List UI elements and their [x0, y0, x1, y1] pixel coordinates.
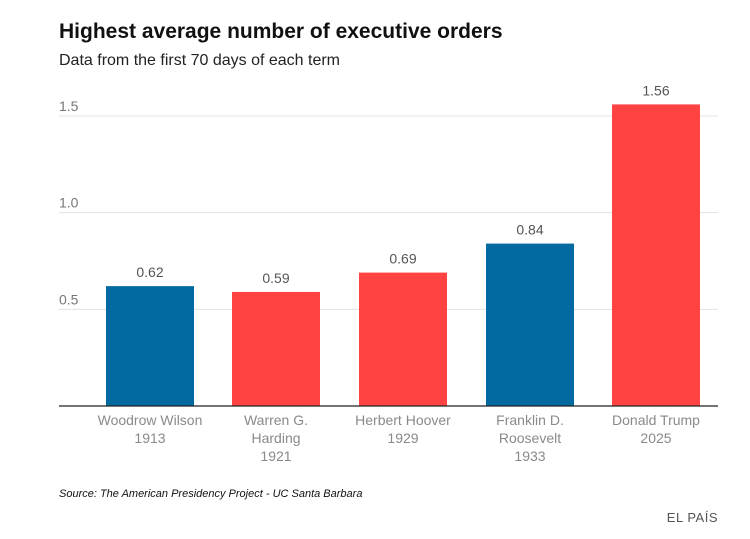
- x-tick-label-line: Donald Trump: [612, 412, 700, 428]
- data-label: 0.62: [136, 264, 163, 280]
- x-tick-label: Franklin D. Roosevelt 1933: [496, 412, 564, 464]
- x-tick-label-line: 1921: [260, 448, 291, 464]
- chart-title: Highest average number of executive orde…: [59, 20, 503, 43]
- x-tick-label-line: 1913: [134, 430, 165, 446]
- x-tick-label-line: 1929: [387, 430, 418, 446]
- source-note: Source: The American Presidency Project …: [59, 488, 363, 500]
- x-tick-label-line: 2025: [640, 430, 671, 446]
- bar-chart: 0.5 1.0 1.5 0.62 Woodrow Wilson 1913 0.59 Warre…: [59, 82, 718, 464]
- x-tick-label-line: Franklin D.: [496, 412, 564, 428]
- bar: [359, 272, 447, 406]
- x-tick-label: Warren G. Harding 1921: [244, 412, 308, 464]
- y-tick-label: 0.5: [59, 291, 79, 307]
- x-tick-label: Woodrow Wilson 1913: [98, 412, 203, 446]
- y-tick-label: 1.0: [59, 195, 79, 211]
- x-tick-label-line: Roosevelt: [499, 430, 561, 446]
- publisher-logo: EL PAÍS: [666, 510, 718, 525]
- data-label: 0.84: [516, 222, 543, 238]
- bar: [612, 104, 700, 407]
- x-tick-label-line: Herbert Hoover: [355, 412, 451, 428]
- bar: [106, 286, 194, 406]
- x-tick-label: Herbert Hoover 1929: [355, 412, 451, 446]
- bar: [486, 243, 574, 406]
- data-label: 1.56: [642, 82, 669, 98]
- data-label: 0.69: [389, 251, 416, 267]
- x-tick-label: Donald Trump 2025: [612, 412, 700, 446]
- bar: [232, 291, 320, 406]
- y-tick-label: 1.5: [59, 98, 79, 114]
- chart-subtitle: Data from the first 70 days of each term: [59, 52, 341, 69]
- x-tick-label-line: Woodrow Wilson: [98, 412, 203, 428]
- data-label: 0.59: [262, 270, 289, 286]
- x-tick-label-line: Warren G.: [244, 412, 308, 428]
- x-tick-label-line: Harding: [251, 430, 300, 446]
- x-tick-label-line: 1933: [514, 448, 545, 464]
